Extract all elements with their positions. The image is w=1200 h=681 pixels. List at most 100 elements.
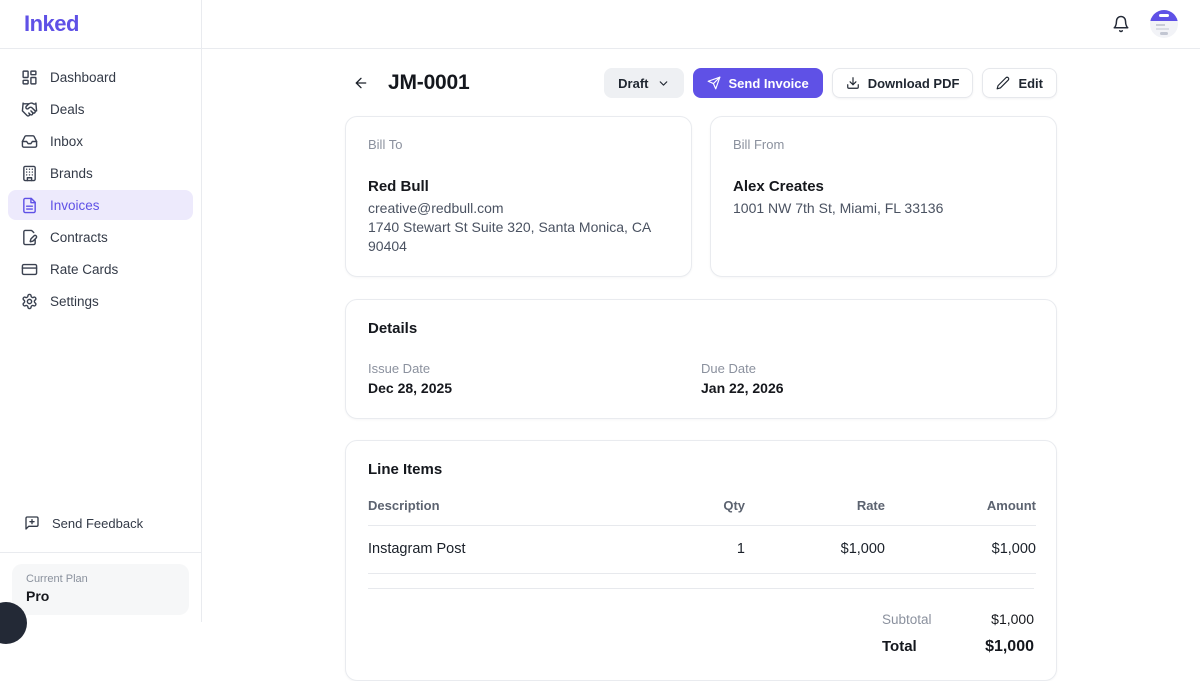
avatar-decor bbox=[1156, 28, 1169, 30]
send-invoice-button[interactable]: Send Invoice bbox=[692, 68, 823, 98]
sidebar-item-inbox[interactable]: Inbox bbox=[8, 126, 193, 156]
table-row: Instagram Post 1 $1,000 $1,000 bbox=[368, 525, 1036, 574]
details-title: Details bbox=[368, 320, 418, 337]
due-date-label: Due Date bbox=[701, 361, 756, 376]
invoice-file-icon bbox=[21, 197, 38, 214]
sidebar-item-brands[interactable]: Brands bbox=[8, 158, 193, 188]
totals-section: Subtotal $1,000 Total $1,000 bbox=[368, 611, 1034, 656]
send-icon bbox=[707, 76, 721, 90]
inbox-icon bbox=[21, 133, 38, 150]
edit-label: Edit bbox=[1018, 75, 1043, 91]
details-card: Details Issue Date Dec 28, 2025 Due Date… bbox=[345, 299, 1057, 419]
download-pdf-label: Download PDF bbox=[867, 75, 960, 91]
head-actions: Draft Send Invoice Download PDF bbox=[604, 68, 1057, 98]
send-feedback-label: Send Feedback bbox=[52, 515, 144, 531]
due-date-group: Due Date Jan 22, 2026 bbox=[701, 361, 1034, 396]
bill-to-label: Bill To bbox=[368, 137, 403, 152]
credit-card-icon bbox=[21, 261, 38, 278]
send-invoice-label: Send Invoice bbox=[728, 75, 809, 91]
pencil-icon bbox=[996, 76, 1010, 90]
user-avatar[interactable] bbox=[1150, 10, 1178, 38]
send-feedback-button[interactable]: Send Feedback bbox=[0, 508, 201, 538]
page-title: JM-0001 bbox=[388, 71, 470, 94]
plan-section: Current Plan Pro bbox=[0, 552, 201, 622]
dashboard-icon bbox=[21, 69, 38, 86]
subtotal-row: Subtotal $1,000 bbox=[882, 611, 1034, 627]
topbar bbox=[202, 0, 1200, 49]
bill-to-address: 1740 Stewart St Suite 320, Santa Monica,… bbox=[368, 219, 651, 254]
status-dropdown[interactable]: Draft bbox=[604, 68, 684, 98]
sidebar-item-deals[interactable]: Deals bbox=[8, 94, 193, 124]
download-pdf-button[interactable]: Download PDF bbox=[831, 68, 974, 98]
sidebar-item-dashboard[interactable]: Dashboard bbox=[8, 62, 193, 92]
bill-from-card: Bill From Alex Creates 1001 NW 7th St, M… bbox=[710, 116, 1057, 277]
item-qty: 1 bbox=[668, 525, 745, 574]
sidebar-item-label: Settings bbox=[50, 293, 99, 309]
table-header-row: Description Qty Rate Amount bbox=[368, 498, 1036, 526]
column-amount: Amount bbox=[885, 498, 1036, 526]
contract-pen-icon bbox=[21, 229, 38, 246]
column-description: Description bbox=[368, 498, 668, 526]
totals-divider bbox=[368, 588, 1034, 589]
sidebar-item-label: Inbox bbox=[50, 133, 84, 149]
bill-to-card: Bill To Red Bull creative@redbull.com 17… bbox=[345, 116, 692, 277]
download-icon bbox=[846, 76, 860, 90]
line-items-card: Line Items Description Qty Rate Amount I… bbox=[345, 440, 1057, 681]
sidebar-nav: Dashboard Deals Inbox Brands Invoices bbox=[0, 49, 201, 318]
total-value: $1,000 bbox=[985, 638, 1034, 655]
sidebar-item-settings[interactable]: Settings bbox=[8, 286, 193, 316]
avatar-decor bbox=[1159, 14, 1169, 17]
issue-date-value: Dec 28, 2025 bbox=[368, 380, 453, 396]
column-qty: Qty bbox=[668, 498, 745, 526]
page-head: JM-0001 Draft Send Invoice bbox=[345, 68, 1057, 98]
logo-row: Inked bbox=[0, 0, 201, 49]
message-plus-icon bbox=[24, 515, 40, 531]
back-arrow-icon[interactable] bbox=[351, 73, 371, 93]
sidebar: Inked Dashboard Deals Inbox Brands bbox=[0, 0, 202, 644]
total-label: Total bbox=[882, 638, 917, 655]
bill-to-name: Red Bull bbox=[368, 178, 429, 195]
sidebar-item-label: Rate Cards bbox=[50, 261, 119, 277]
plan-value: Pro bbox=[26, 588, 50, 604]
chevron-down-icon bbox=[657, 77, 670, 90]
sidebar-item-label: Invoices bbox=[50, 197, 100, 213]
avatar-decor bbox=[1156, 24, 1165, 26]
bill-from-name: Alex Creates bbox=[733, 178, 824, 195]
issue-date-label: Issue Date bbox=[368, 361, 431, 376]
building-icon bbox=[21, 165, 38, 182]
sidebar-item-label: Deals bbox=[50, 101, 85, 117]
sidebar-item-rate-cards[interactable]: Rate Cards bbox=[8, 254, 193, 284]
details-grid: Issue Date Dec 28, 2025 Due Date Jan 22,… bbox=[368, 361, 1034, 396]
bill-from-address: 1001 NW 7th St, Miami, FL 33136 bbox=[733, 200, 944, 216]
item-rate: $1,000 bbox=[745, 525, 885, 574]
status-label: Draft bbox=[618, 75, 649, 91]
column-rate: Rate bbox=[745, 498, 885, 526]
handshake-icon bbox=[21, 101, 38, 118]
issue-date-group: Issue Date Dec 28, 2025 bbox=[368, 361, 701, 396]
line-items-title: Line Items bbox=[368, 461, 443, 478]
edit-button[interactable]: Edit bbox=[982, 68, 1057, 98]
total-row: Total $1,000 bbox=[882, 638, 1034, 656]
main-area: JM-0001 Draft Send Invoice bbox=[202, 0, 1200, 681]
app-logo: Inked bbox=[24, 11, 79, 36]
item-amount: $1,000 bbox=[885, 525, 1036, 574]
sidebar-item-contracts[interactable]: Contracts bbox=[8, 222, 193, 252]
item-description: Instagram Post bbox=[368, 525, 668, 574]
invoice-page: JM-0001 Draft Send Invoice bbox=[345, 68, 1057, 681]
sidebar-item-label: Brands bbox=[50, 165, 93, 181]
sidebar-item-invoices[interactable]: Invoices bbox=[8, 190, 193, 220]
gear-icon bbox=[21, 293, 38, 310]
bill-to-email: creative@redbull.com bbox=[368, 200, 504, 216]
line-items-table: Description Qty Rate Amount Instagram Po… bbox=[368, 498, 1036, 574]
sidebar-item-label: Contracts bbox=[50, 229, 108, 245]
sidebar-item-label: Dashboard bbox=[50, 69, 117, 85]
bill-from-label: Bill From bbox=[733, 137, 785, 152]
plan-label: Current Plan bbox=[26, 573, 88, 585]
subtotal-label: Subtotal bbox=[882, 612, 932, 627]
billing-cards: Bill To Red Bull creative@redbull.com 17… bbox=[345, 116, 1057, 277]
avatar-decor bbox=[1160, 32, 1168, 35]
notifications-bell-icon[interactable] bbox=[1112, 15, 1130, 33]
due-date-value: Jan 22, 2026 bbox=[701, 380, 784, 396]
subtotal-value: $1,000 bbox=[991, 611, 1034, 627]
current-plan-card[interactable]: Current Plan Pro bbox=[12, 564, 189, 615]
